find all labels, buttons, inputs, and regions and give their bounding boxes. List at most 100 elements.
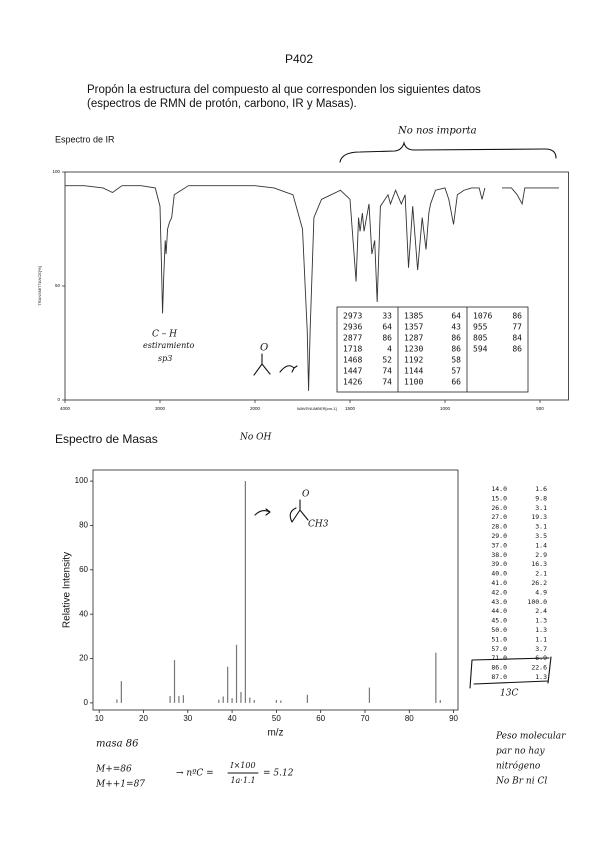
table-intensity: 1.4 [535, 541, 547, 549]
y-tick-label: 100 [52, 169, 60, 174]
peak-wavenumber: 1385 [404, 312, 423, 321]
x-tick-label: 2000 [250, 406, 261, 411]
table-intensity: 22.6 [531, 664, 547, 672]
peak-intensity: 64 [382, 323, 392, 332]
table-intensity: 1.3 [535, 617, 547, 625]
chart-title: Espectro de IR [55, 134, 115, 144]
peak-intensity: 4 [387, 345, 392, 354]
peak-intensity: 86 [451, 334, 461, 343]
peak-wavenumber: 2877 [343, 334, 362, 343]
bracket [469, 656, 552, 689]
table-intensity: 3.7 [535, 645, 547, 653]
table-intensity: 2.1 [535, 570, 547, 578]
x-tick-label: 60 [316, 714, 325, 723]
table-mass: 45.0 [491, 617, 507, 625]
table-mass: 87.0 [491, 673, 507, 681]
table-mass: 14.0 [491, 485, 507, 493]
table-intensity: 1.3 [535, 626, 547, 634]
handwritten-note: O [302, 490, 310, 500]
page-id: P402 [285, 52, 313, 66]
table-intensity: 2.4 [535, 607, 547, 615]
peak-bar [280, 700, 282, 703]
prompt-line: (espectros de RMN de protón, carbono, IR… [87, 98, 357, 110]
table-mass: 44.0 [491, 607, 507, 615]
peak-wavenumber: 1718 [343, 345, 362, 354]
y-tick-label: 80 [79, 521, 88, 530]
peak-bar [231, 698, 233, 703]
peak-bar [439, 700, 441, 703]
spectrum-line [65, 185, 559, 391]
plot-frame [92, 469, 459, 711]
handwritten-note: sp3 [158, 354, 172, 363]
peak-wavenumber: 2936 [343, 323, 362, 332]
prompt-line: Propón la estructura del compuesto al qu… [87, 84, 481, 96]
table-intensity: 9.8 [535, 494, 547, 502]
table-intensity: 3.1 [535, 523, 547, 531]
y-tick-label: 40 [79, 609, 88, 618]
handwritten-note: estiramiento [143, 341, 194, 350]
peak-bar [240, 692, 242, 703]
peak-wavenumber: 1192 [404, 356, 423, 365]
table-mass: 50.0 [491, 626, 507, 634]
handwritten-note: I×100 [229, 761, 255, 770]
x-tick-label: 500 [536, 406, 544, 411]
handwritten-note: nitrógeno [496, 761, 541, 772]
table-mass: 39.0 [491, 560, 507, 568]
peak-wavenumber: 2973 [343, 312, 362, 321]
x-tick-label: 1000 [440, 406, 451, 411]
handwritten-note: Peso molecular [495, 732, 566, 742]
table-mass: 27.0 [491, 513, 507, 521]
x-tick-label: 90 [449, 714, 458, 723]
peak-intensity: 43 [451, 323, 461, 332]
peak-wavenumber: 1144 [404, 367, 423, 376]
peak-bar [253, 700, 255, 703]
y-tick-label: 0 [57, 397, 60, 402]
peak-intensity: 86 [382, 334, 392, 343]
handwritten-note: = 5.12 [263, 769, 294, 779]
peak-bar [182, 695, 184, 703]
brace [339, 141, 557, 163]
carbonyl-sketch [253, 353, 298, 376]
peak-bar [120, 681, 122, 703]
handwritten-note: No OH [239, 433, 272, 443]
x-tick-label: 20 [139, 714, 148, 723]
handwritten-note: CH3 [308, 520, 329, 530]
peak-intensity: 84 [512, 334, 522, 343]
peak-intensity: 58 [451, 356, 461, 365]
handwritten-note: → nºC = [176, 769, 214, 779]
peak-bar [227, 666, 229, 703]
peak-wavenumber: 1357 [404, 323, 423, 332]
peak-bar [244, 481, 246, 703]
table-mass: 43.0 [491, 598, 507, 606]
table-mass: 28.0 [491, 523, 507, 531]
peak-bar [235, 644, 238, 703]
x-tick-label: 10 [95, 714, 104, 723]
table-intensity: 3.1 [535, 504, 547, 512]
peak-bar [306, 694, 308, 703]
handwritten-note: M++1=87 [95, 780, 145, 790]
peak-bar [178, 696, 180, 703]
table-mass: 71.0 [491, 654, 507, 662]
peak-wavenumber: 805 [473, 334, 488, 343]
peak-intensity: 86 [512, 312, 522, 321]
peak-bar [218, 699, 220, 703]
table-intensity: 2.9 [535, 551, 547, 559]
y-tick-label: 100 [75, 476, 89, 485]
y-tick-label: 20 [79, 654, 88, 663]
y-tick-label: 0 [84, 698, 89, 707]
x-tick-label: 40 [228, 714, 237, 723]
table-intensity: 1.1 [535, 635, 547, 643]
peak-wavenumber: 1100 [404, 378, 423, 387]
x-tick-label: 3000 [155, 406, 166, 411]
table-intensity: 6.9 [535, 654, 547, 662]
peak-intensity: 74 [382, 378, 392, 387]
peak-wavenumber: 1287 [404, 334, 423, 343]
peak-intensity: 64 [451, 312, 461, 321]
peak-wavenumber: 1447 [343, 367, 362, 376]
peak-wavenumber: 1426 [343, 378, 362, 387]
peak-intensity: 86 [451, 345, 461, 354]
x-tick-label: 30 [183, 714, 192, 723]
handwritten-note: masa 86 [96, 739, 139, 750]
chart-title: Espectro de Masas [55, 432, 158, 446]
peak-wavenumber: 955 [473, 323, 488, 332]
